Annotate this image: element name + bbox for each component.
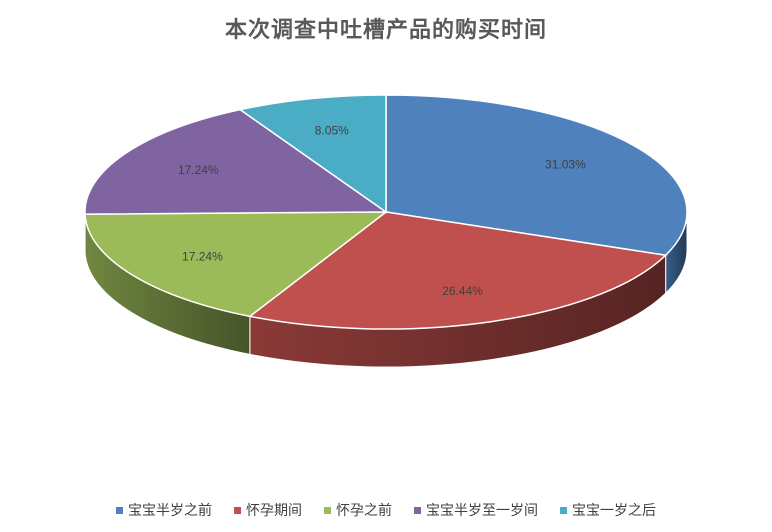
legend-item-4: 宝宝一岁之后	[560, 500, 656, 520]
legend-label-0: 宝宝半岁之前	[128, 503, 212, 519]
pie-slice-0	[385, 94, 688, 257]
pie-tops	[84, 94, 688, 330]
legend-item-3: 宝宝半岁至一岁间	[414, 500, 538, 520]
data-label-1: 26.44%	[442, 284, 483, 298]
chart-title: 本次调查中吐槽产品的购买时间	[224, 17, 547, 43]
pie-slice-2	[84, 211, 389, 318]
data-label-4: 8.05%	[315, 123, 349, 137]
data-label-2: 17.24%	[182, 250, 223, 264]
pie-labels: 31.03% 26.44% 17.24% 17.24% 8.05%	[178, 123, 586, 297]
legend-swatch-0	[116, 506, 123, 514]
legend-item-1: 怀孕期间	[234, 500, 302, 520]
legend-label-3: 宝宝半岁至一岁间	[426, 503, 538, 519]
pie-slice-1	[248, 211, 668, 330]
legend-swatch-1	[234, 506, 241, 514]
legend-swatch-2	[324, 506, 331, 514]
legend-item-0: 宝宝半岁之前	[116, 500, 212, 520]
legend-label-1: 怀孕期间	[246, 503, 302, 519]
legend-swatch-4	[560, 506, 567, 514]
legend-item-2: 怀孕之前	[324, 500, 392, 520]
pie-slice-3	[84, 108, 389, 215]
data-label-0: 31.03%	[545, 158, 586, 172]
legend-label-4: 宝宝一岁之后	[572, 503, 656, 519]
data-label-3: 17.24%	[178, 163, 219, 177]
chart-legend: 宝宝半岁之前 怀孕期间 怀孕之前 宝宝半岁至一岁间 宝宝一岁之后	[0, 500, 772, 520]
legend-swatch-3	[414, 506, 421, 514]
pie-slice-4	[238, 94, 387, 214]
legend-label-2: 怀孕之前	[336, 503, 392, 519]
